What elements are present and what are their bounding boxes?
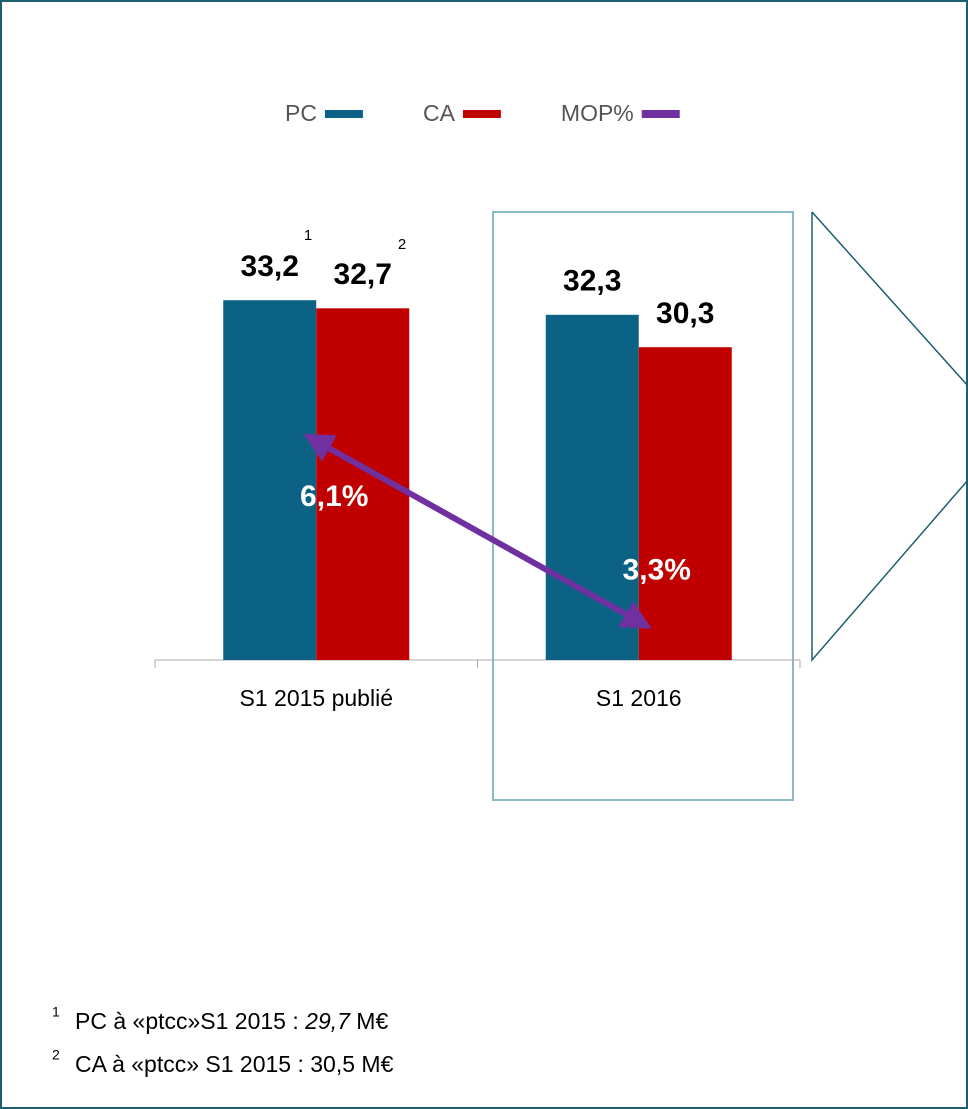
data-label: 30,3: [656, 297, 714, 330]
legend-label: CA: [423, 100, 456, 126]
chevron: [811, 211, 968, 663]
line-label: 3,3%: [623, 553, 691, 586]
footnote-part: CA à «ptcc» S1 2015 : 30,5 M€: [75, 1051, 394, 1077]
footnote-part: 29,7: [304, 1008, 351, 1034]
footnote: PC à «ptcc»S1 2015 : 29,7 M€: [75, 1008, 388, 1034]
legend-label: MOP%: [561, 100, 634, 126]
data-label: 32,7: [334, 258, 392, 291]
legend-swatch: [641, 110, 680, 118]
line-label: 6,1%: [300, 480, 368, 513]
bar: [638, 347, 732, 660]
legend-swatch: [324, 110, 363, 118]
legend-swatch: [462, 110, 501, 118]
bar: [545, 314, 639, 660]
footnote-marker: 2: [52, 1047, 60, 1063]
footnote-marker: 1: [52, 1004, 60, 1020]
footnote-part: PC à «ptcc»S1 2015 :: [75, 1008, 305, 1034]
footnote-part: M€: [350, 1008, 389, 1034]
annotation: 2: [398, 236, 406, 253]
footnote: CA à «ptcc» S1 2015 : 30,5 M€: [75, 1051, 394, 1077]
x-tick-label: S1 2016: [596, 685, 682, 711]
data-label: 32,3: [563, 265, 621, 298]
legend-label: PC: [285, 100, 317, 126]
x-tick-label: S1 2015 publié: [240, 685, 393, 711]
line: [303, 433, 652, 629]
bar: [223, 300, 317, 660]
annotation: 1: [304, 227, 312, 244]
data-label: 33,2: [241, 250, 299, 283]
